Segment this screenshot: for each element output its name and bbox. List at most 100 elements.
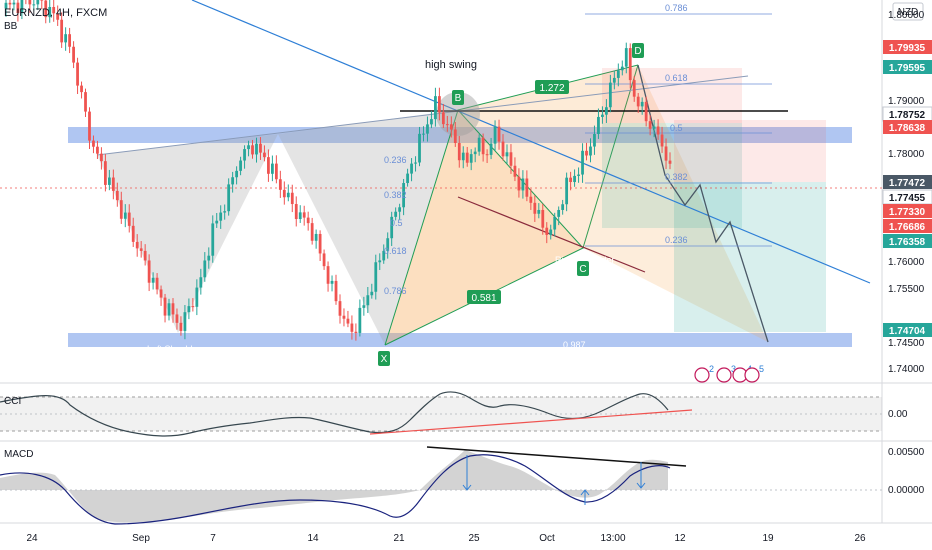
price-tag — [883, 234, 932, 248]
left-shoulder-label: Left Shoulder — [147, 344, 201, 354]
time-tick-label: 14 — [307, 533, 319, 544]
candle-body — [64, 34, 68, 43]
candle-body — [159, 289, 163, 298]
cci-pane-title: CCI — [4, 396, 21, 407]
candle-body — [644, 101, 648, 122]
target-box-1 — [602, 123, 742, 228]
bb-indicator-label: BB — [4, 21, 18, 32]
candle-body — [406, 173, 409, 184]
candle-body — [557, 209, 561, 217]
candle-body — [92, 140, 95, 147]
candle-body — [72, 46, 75, 63]
time-tick-label: 7 — [210, 533, 216, 544]
candle-body — [143, 250, 147, 261]
candle-body — [28, 0, 32, 5]
time-tick-label: 25 — [468, 533, 480, 544]
fib-label-0382-top: 0.382 — [665, 172, 688, 182]
candle-body — [199, 277, 203, 288]
count-badge-2 — [694, 367, 710, 383]
candle-body — [326, 266, 330, 284]
candle-body — [96, 146, 99, 154]
candle-body — [306, 217, 310, 224]
candle-body — [32, 4, 36, 6]
candle-body — [302, 212, 306, 218]
candle-body — [187, 306, 191, 313]
candle-body — [422, 133, 425, 135]
candle-body — [632, 80, 636, 97]
candle-body — [438, 96, 441, 113]
time-tick-label: Sep — [132, 533, 150, 544]
candle-body — [585, 150, 588, 156]
currency-badge-text: NZD — [898, 7, 919, 18]
count-label-2: 2 — [709, 364, 714, 374]
candle-body — [660, 134, 664, 147]
price-tick-label: 1.75500 — [888, 284, 925, 295]
price-tag-text: 1.76686 — [889, 222, 926, 233]
candle-body — [565, 177, 569, 205]
chart-symbol-title: EURNZD, 4H, FXCM — [4, 7, 107, 19]
candle-body — [84, 92, 87, 112]
descending-trendline — [191, 0, 871, 284]
candle-body — [278, 179, 282, 190]
candle-body — [513, 165, 517, 177]
candle-body — [334, 280, 338, 302]
price-tag — [883, 40, 932, 54]
fib-label-0786-top: 0.786 — [665, 3, 688, 13]
candle-body — [640, 101, 644, 107]
count-label-3: 3 — [731, 364, 736, 374]
candle-body — [171, 303, 175, 315]
candle-body — [485, 154, 489, 156]
candle-body — [521, 178, 525, 191]
time-tick-label: 19 — [762, 533, 774, 544]
c-point-badge-text: C — [579, 264, 586, 275]
candle-body — [223, 211, 227, 213]
candle-body — [151, 277, 155, 283]
candle-body — [175, 314, 179, 323]
candle-body — [473, 151, 477, 155]
candle-body — [56, 13, 60, 20]
candle-body — [239, 160, 242, 171]
fib-label-0382-left: 0.382 — [384, 190, 407, 200]
price-tag — [883, 175, 932, 189]
price-tag — [883, 60, 932, 74]
price-tick-label: 1.80000 — [888, 10, 925, 21]
cci-trendline — [369, 409, 693, 435]
pattern-xab — [385, 110, 583, 345]
candle-body — [581, 150, 584, 175]
candle-body — [545, 227, 549, 235]
candle-body — [358, 307, 362, 333]
candle-body — [461, 152, 465, 161]
projected-path — [637, 64, 769, 343]
high-swing-label: high swing — [425, 59, 477, 71]
candle-body — [8, 2, 12, 5]
macd-divergence-line — [426, 446, 687, 467]
candle-body — [274, 163, 278, 180]
candle-body — [382, 250, 386, 261]
candle-body — [338, 301, 342, 316]
candle-body — [533, 202, 537, 214]
candle-body — [139, 248, 143, 251]
ratio-label-bottom — [467, 290, 501, 304]
candle-body — [601, 114, 604, 117]
candle-body — [290, 192, 294, 205]
candle-body — [294, 204, 298, 220]
candle-body — [453, 129, 457, 143]
candle-body — [111, 177, 115, 191]
candle-body — [386, 238, 390, 251]
price-tag — [883, 219, 932, 233]
candle-body — [374, 262, 378, 292]
candle-body — [430, 119, 433, 125]
stop-box-2 — [674, 120, 826, 182]
price-tag-text: 1.78638 — [889, 123, 926, 134]
candle-body — [434, 96, 437, 120]
candle-body — [612, 77, 616, 83]
candle-body — [418, 133, 421, 163]
candle-body — [350, 323, 354, 332]
candle-body — [501, 141, 505, 157]
candle-body — [243, 149, 246, 161]
price-tick-label: 1.74500 — [888, 338, 925, 349]
candle-body — [282, 189, 286, 198]
candle-body — [342, 315, 346, 319]
candle-body — [44, 0, 48, 18]
candle-body — [179, 322, 183, 331]
